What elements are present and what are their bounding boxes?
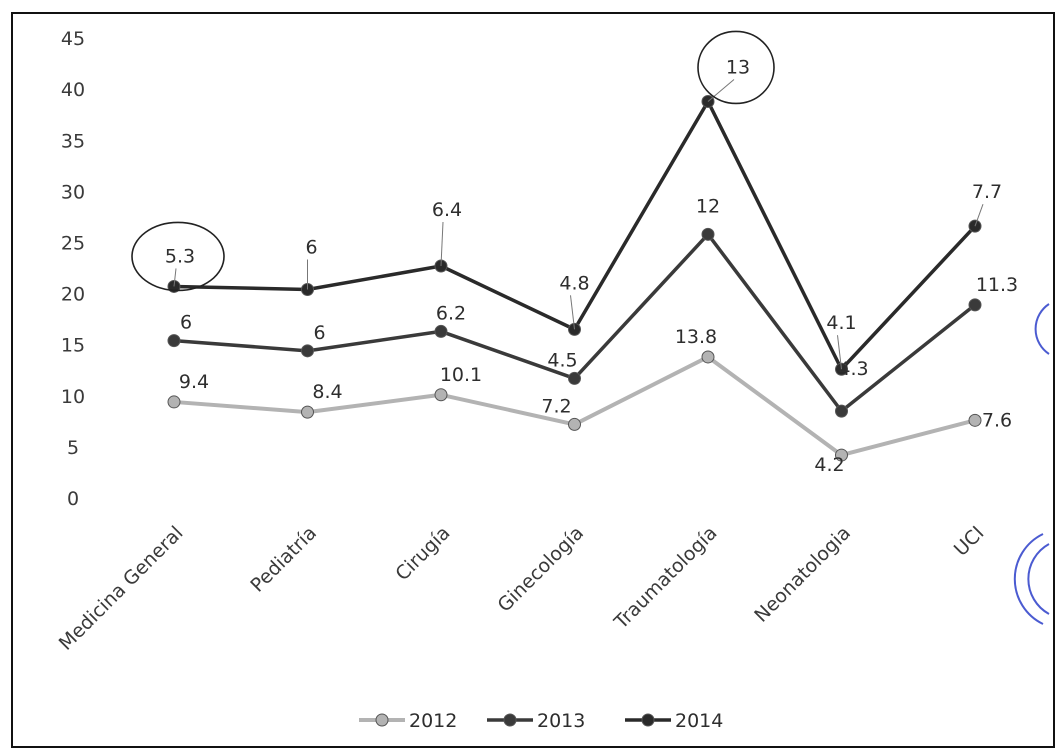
legend-label-2012: 2012 — [409, 710, 457, 732]
label-leader — [173, 268, 177, 287]
annotations — [131, 30, 775, 292]
data-label-2012-traumatologia: 13.8 — [675, 326, 717, 348]
x-axis: Medicina General Pediatría Cirugía Ginecolo… — [55, 522, 989, 655]
point-2012-uci — [968, 413, 982, 427]
stamp-fragment — [1013, 303, 1050, 625]
point-2012-cirugia — [434, 388, 448, 402]
data-label-2012-neonatologia: 4.2 — [814, 454, 844, 476]
category-label-neonatologia: Neonatologia — [750, 522, 855, 627]
line-chart: 0 5 10 15 20 25 30 35 40 45 Medicina General Pedia… — [55, 28, 1050, 732]
label-leader — [974, 203, 984, 227]
data-label-2012-uci: 7.6 — [982, 409, 1012, 431]
point-2012-medicina-general — [167, 395, 181, 409]
label-leader — [570, 295, 575, 330]
y-tick-label: 20 — [61, 284, 85, 306]
chart-frame: 0 5 10 15 20 25 30 35 40 45 Medicina General Pedia… — [11, 12, 1055, 748]
legend-label-2013: 2013 — [537, 710, 585, 732]
legend-marker-2013 — [503, 713, 517, 727]
legend-marker-2014 — [641, 713, 655, 727]
data-label-2014-traumatologia: 13 — [726, 56, 750, 78]
point-2013-ginecologia — [568, 371, 581, 385]
data-label-2012-medicina-general: 9.4 — [179, 371, 209, 393]
y-tick-label: 45 — [61, 28, 85, 50]
point-2013-medicina-general — [167, 334, 181, 348]
data-label-2013-ginecologia: 4.5 — [547, 349, 577, 371]
y-tick-label: 10 — [61, 386, 85, 408]
label-leader — [440, 221, 444, 267]
data-label-2012-pediatria: 8.4 — [312, 381, 342, 403]
y-tick-label: 30 — [61, 181, 85, 203]
data-label-2013-medicina-general: 6 — [180, 312, 192, 334]
category-label-medicina-general: Medicina General — [55, 522, 188, 655]
data-label-2013-cirugia: 6.2 — [436, 302, 466, 324]
y-tick-label: 0 — [67, 488, 79, 510]
category-label-pediatria: Pediatría — [246, 522, 321, 597]
point-2013-uci — [968, 298, 982, 312]
data-label-2014-ginecologia: 4.8 — [559, 272, 589, 294]
category-label-ginecologia: Ginecología — [493, 522, 588, 617]
y-tick-label: 25 — [61, 233, 85, 255]
legend-label-2014: 2014 — [675, 710, 723, 732]
point-2012-traumatologia — [701, 350, 715, 364]
data-labels: 9.4 8.4 10.1 7.2 13.8 4.2 7.6 6 6 6.2 4.5 12 4.3 11.3… — [165, 56, 1018, 476]
legend-marker-2012 — [375, 713, 389, 727]
y-tick-label: 15 — [61, 335, 85, 357]
point-2013-pediatria — [301, 344, 314, 358]
category-label-traumatologia: Traumatología — [610, 522, 722, 634]
data-label-2012-ginecologia: 7.2 — [541, 395, 571, 417]
annotation-circle — [131, 221, 225, 292]
label-leader — [707, 79, 735, 102]
data-label-2014-medicina-general: 5.3 — [165, 245, 195, 267]
data-label-2013-pediatria: 6 — [313, 322, 325, 344]
point-2013-neonatologia — [835, 404, 848, 418]
point-2012-neonatologia — [835, 448, 848, 462]
y-tick-label: 5 — [67, 437, 79, 459]
point-2012-pediatria — [301, 405, 314, 419]
label-leader — [837, 335, 842, 370]
y-axis: 0 5 10 15 20 25 30 35 40 45 — [61, 28, 85, 510]
category-label-uci: UCI — [950, 522, 989, 561]
point-2012-ginecologia — [568, 417, 581, 431]
data-label-2014-pediatria: 6 — [305, 237, 317, 259]
data-label-2013-traumatologia: 12 — [696, 195, 720, 217]
data-label-2013-uci: 11.3 — [976, 274, 1018, 296]
data-label-2014-cirugia: 6.4 — [432, 199, 462, 221]
data-label-2013-neonatologia: 4.3 — [838, 358, 868, 380]
data-label-2014-uci: 7.7 — [972, 181, 1002, 203]
data-label-2014-neonatologia: 4.1 — [826, 312, 856, 334]
y-tick-label: 40 — [61, 79, 85, 101]
data-label-2012-cirugia: 10.1 — [440, 364, 482, 386]
category-label-cirugia: Cirugía — [391, 522, 454, 585]
point-2013-cirugia — [434, 324, 448, 338]
y-tick-label: 35 — [61, 130, 85, 152]
legend: 2012 2013 2014 — [359, 710, 723, 732]
annotation-circle — [697, 30, 775, 105]
point-2013-traumatologia — [701, 227, 715, 241]
